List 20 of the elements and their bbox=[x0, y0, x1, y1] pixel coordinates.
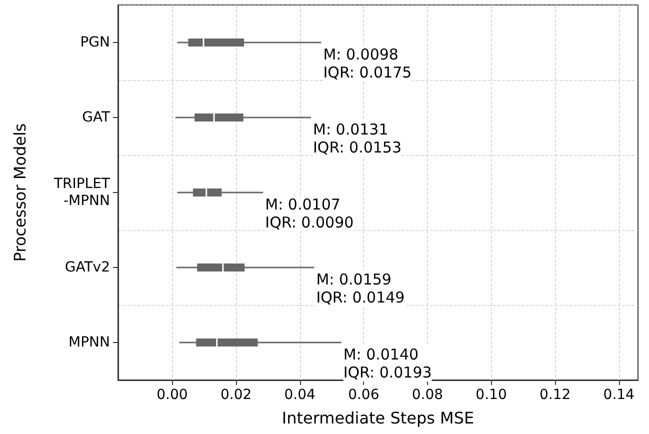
annotation: M: 0.0107 IQR: 0.0090 bbox=[265, 196, 354, 232]
x-tick-label: 0.06 bbox=[348, 387, 380, 403]
annotation: M: 0.0140 IQR: 0.0193 bbox=[343, 346, 432, 382]
x-tick-label: 0.12 bbox=[539, 387, 571, 403]
y-tick-label: TRIPLET -MPNN bbox=[52, 176, 110, 209]
x-tick-label: 0.04 bbox=[284, 387, 316, 403]
y-axis-title: Processor Models bbox=[10, 123, 30, 262]
x-tick-label: 0.10 bbox=[476, 387, 507, 403]
y-tick-label: PGN bbox=[80, 34, 110, 50]
annotation: M: 0.0131 IQR: 0.0153 bbox=[313, 120, 402, 156]
x-tick-label: 0.08 bbox=[412, 387, 444, 403]
x-tick-label: 0.02 bbox=[220, 387, 252, 403]
y-tick-label: GATv2 bbox=[64, 260, 110, 276]
y-tick-label: GAT bbox=[82, 110, 110, 126]
y-tick-label: MPNN bbox=[68, 334, 110, 350]
annotation: M: 0.0159 IQR: 0.0149 bbox=[316, 270, 405, 306]
annotation: M: 0.0098 IQR: 0.0175 bbox=[323, 46, 412, 82]
x-tick-label: 0.14 bbox=[603, 387, 635, 403]
x-tick-label: 0.00 bbox=[156, 387, 188, 403]
x-axis-title: Intermediate Steps MSE bbox=[282, 408, 474, 428]
